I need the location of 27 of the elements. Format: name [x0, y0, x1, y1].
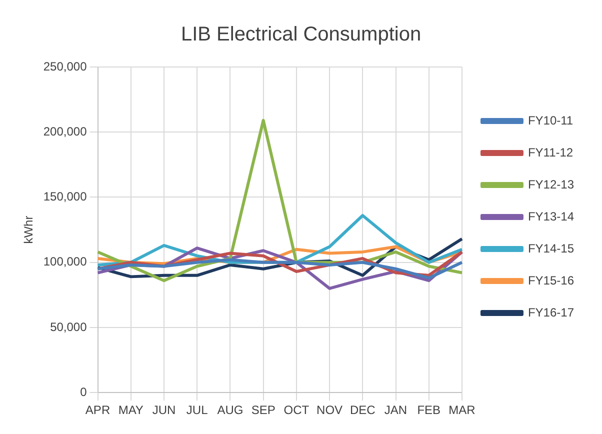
chart-title: LIB Electrical Consumption — [180, 24, 422, 46]
y-tick-label: 200,000 — [43, 124, 88, 138]
y-tick-label: 250,000 — [43, 59, 88, 74]
x-tick-label: MAR — [448, 403, 476, 418]
legend-label: FY13-14 — [528, 209, 574, 224]
x-tick-label: FEB — [417, 403, 441, 418]
y-tick-label: 150,000 — [43, 190, 88, 204]
y-tick-label: 100,000 — [43, 254, 88, 269]
x-tick-label: APR — [85, 403, 110, 418]
y-tick-label: 0 — [80, 384, 88, 399]
legend-label: FY14-15 — [528, 241, 574, 256]
y-axis-title: kWhr — [22, 216, 36, 244]
legend-label: FY12-13 — [528, 177, 574, 192]
x-tick-label: DEC — [350, 403, 376, 418]
x-tick-label: MAY — [118, 403, 144, 418]
x-tick-label: JUN — [152, 403, 176, 418]
x-tick-label: JAN — [384, 403, 408, 418]
x-tick-label: AUG — [217, 403, 244, 418]
legend-label: FY15-16 — [528, 273, 574, 288]
legend-label: FY16-17 — [528, 305, 574, 320]
x-tick-label: NOV — [316, 403, 343, 418]
x-tick-label: OCT — [284, 403, 310, 418]
x-tick-label: JUL — [186, 403, 208, 418]
legend-label: FY11-12 — [528, 145, 574, 160]
y-tick-label: 50,000 — [50, 320, 88, 334]
legend-label: FY10-11 — [528, 113, 574, 128]
x-tick-label: SEP — [251, 403, 276, 418]
